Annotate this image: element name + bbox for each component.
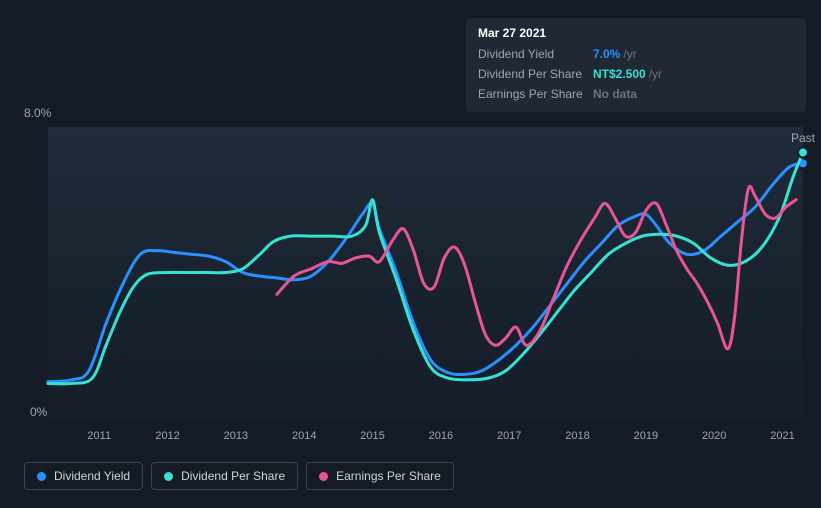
legend-label: Earnings Per Share [336,469,441,483]
tooltip-label: Earnings Per Share [478,87,593,101]
legend-label: Dividend Yield [54,469,130,483]
legend: Dividend Yield Dividend Per Share Earnings… [24,462,454,490]
tooltip-value: 7.0% [593,47,620,61]
legend-item[interactable]: Dividend Per Share [151,462,298,490]
x-axis-tick: 2012 [155,430,179,442]
tooltip-row: Dividend Yield7.0%/yr [478,44,794,64]
tooltip-row: Dividend Per ShareNT$2.500/yr [478,64,794,84]
y-axis-min: 0% [30,405,47,419]
y-axis-max: 8.0% [24,106,51,120]
tooltip-label: Dividend Per Share [478,67,593,81]
data-tooltip: Mar 27 2021 Dividend Yield7.0%/yrDividen… [466,18,806,112]
tooltip-row: Earnings Per ShareNo data [478,84,794,104]
x-axis-tick: 2014 [292,430,316,442]
x-axis-tick: 2019 [634,430,658,442]
x-axis-tick: 2017 [497,430,521,442]
legend-dot [37,472,46,481]
tooltip-unit: /yr [649,67,662,81]
legend-dot [319,472,328,481]
tooltip-unit: /yr [623,47,636,61]
x-axis-tick: 2015 [360,430,384,442]
legend-item[interactable]: Dividend Yield [24,462,143,490]
x-axis-tick: 2021 [770,430,794,442]
tooltip-label: Dividend Yield [478,47,593,61]
tooltip-value: NT$2.500 [593,67,646,81]
legend-label: Dividend Per Share [181,469,285,483]
x-axis-tick: 2020 [702,430,726,442]
x-axis-tick: 2011 [87,430,111,442]
x-axis-tick: 2013 [224,430,248,442]
legend-dot [164,472,173,481]
legend-item[interactable]: Earnings Per Share [306,462,454,490]
tooltip-value: No data [593,87,637,101]
tooltip-date: Mar 27 2021 [478,26,794,44]
chart-svg [48,127,803,418]
series-end-dot [798,147,808,157]
x-axis-tick: 2016 [429,430,453,442]
x-axis-tick: 2018 [565,430,589,442]
